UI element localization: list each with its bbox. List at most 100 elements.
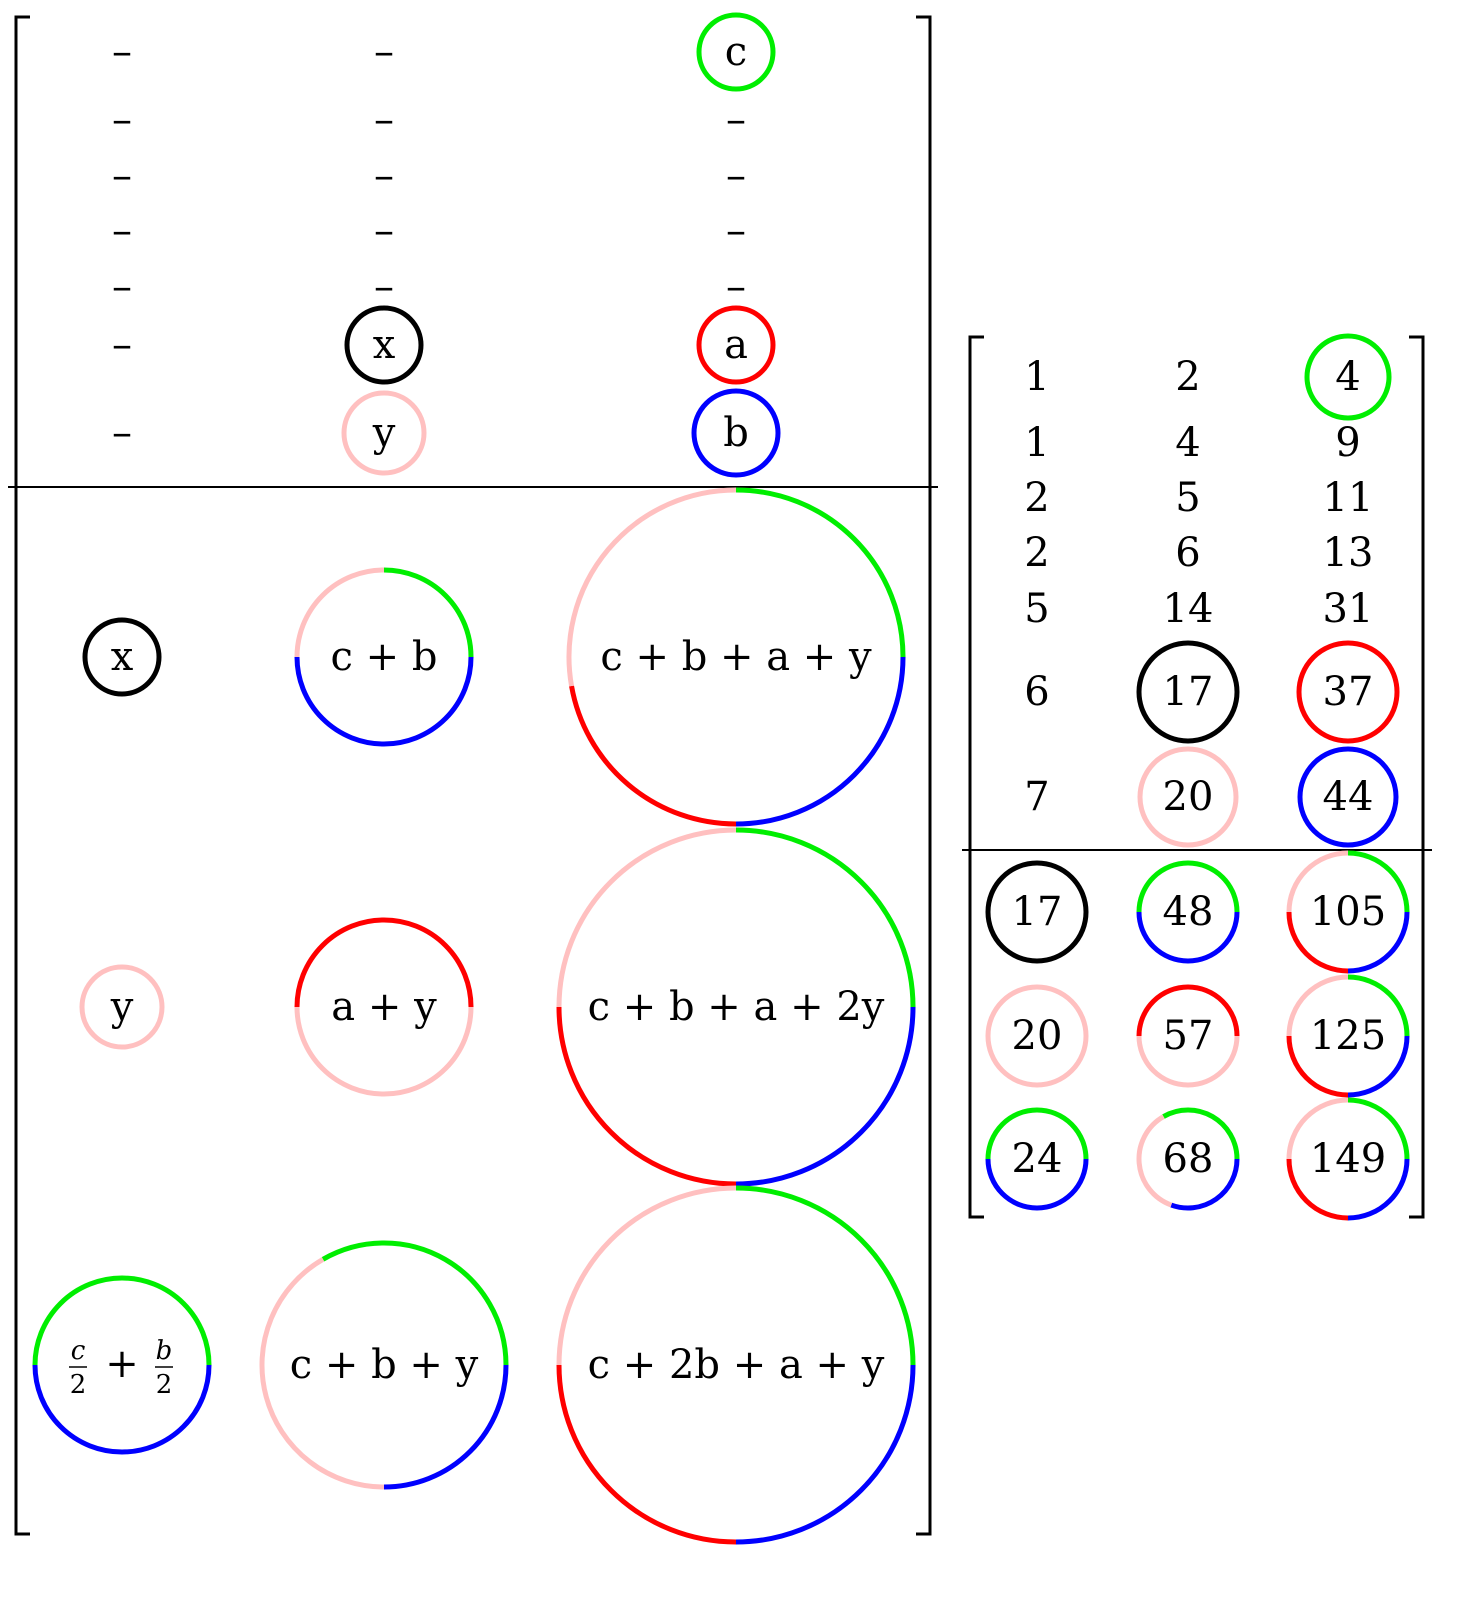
left_matrix-body-cell: c + b + y — [290, 1342, 479, 1388]
ring-arc — [294, 567, 385, 658]
ring-arc — [735, 656, 906, 827]
left_matrix-header-cell: – — [112, 153, 132, 199]
left_matrix-ring-h0-2 — [696, 12, 776, 92]
ring-arc — [383, 567, 474, 658]
ring-arc — [1347, 1035, 1410, 1098]
left_matrix-header-cell: – — [374, 97, 394, 143]
ring-arc — [566, 487, 737, 687]
right_matrix-ring-b0-2 — [1286, 850, 1410, 974]
fraction-numerator: c — [71, 1336, 86, 1366]
right_matrix-right-bracket — [1409, 335, 1425, 1219]
circle-annotations — [32, 12, 1410, 1545]
right_matrix-header-cell: 37 — [1323, 669, 1374, 715]
right_matrix-body-cell: 125 — [1310, 1013, 1386, 1059]
left_matrix-header-cell: – — [112, 322, 132, 368]
right_matrix-header-cell: 1 — [1024, 354, 1049, 400]
right_matrix-body-cell: 24 — [1012, 1136, 1063, 1182]
ring-arc — [383, 1364, 509, 1490]
left_matrix-header-cell: – — [374, 264, 394, 310]
right_matrix-header-cell: 6 — [1175, 530, 1200, 576]
right_matrix-body-cell: 48 — [1163, 889, 1214, 935]
right_matrix-ring-b0-1 — [1136, 860, 1240, 964]
ring-arc — [1286, 1097, 1349, 1160]
left_matrix-header-cell: x — [373, 322, 396, 368]
left_matrix-body-cell: c + b + a + 2y — [588, 984, 885, 1030]
ring-arc — [82, 617, 162, 697]
ring-arc — [341, 390, 427, 476]
matrix-brackets — [14, 15, 1425, 1536]
ring-arc — [985, 1158, 1089, 1211]
left_matrix-header-cell: – — [112, 208, 132, 254]
ring-arc — [735, 487, 906, 658]
right_matrix-header-cell: 7 — [1024, 774, 1049, 820]
ring-arc — [294, 656, 474, 747]
left_matrix-body-cell: c + b — [331, 634, 438, 680]
ring-arc — [1296, 640, 1400, 744]
left_matrix-header-cell: – — [374, 153, 394, 199]
ring-arc — [32, 1364, 212, 1455]
left_matrix-header-cell: – — [112, 97, 132, 143]
ring-arc — [985, 1107, 1038, 1160]
ring-arc — [1136, 860, 1240, 913]
ring-arc — [1137, 746, 1239, 848]
right_matrix-ring-b1-2 — [1286, 974, 1410, 1098]
right_matrix-header-cell: 20 — [1163, 774, 1214, 820]
right_matrix-header-cell: 5 — [1024, 586, 1049, 632]
right_matrix-ring-b2-2 — [1286, 1097, 1410, 1221]
right_matrix-ring-b1-1 — [1136, 984, 1240, 1088]
left_matrix-body-cell: x — [111, 634, 134, 680]
ring-arc — [696, 12, 776, 92]
ring-arc — [1136, 911, 1240, 964]
ring-arc — [1136, 1035, 1240, 1088]
ring-arc — [1297, 746, 1399, 848]
left_matrix-body-cell: a + y — [331, 984, 437, 1030]
ring-arc — [1347, 1158, 1410, 1221]
right_matrix-ring-h5-1 — [1136, 640, 1240, 744]
ring-arc — [691, 388, 781, 478]
left_matrix-body-cell: c + 2b + a + y — [588, 1342, 885, 1388]
left_matrix-header-cell: – — [112, 264, 132, 310]
right_matrix-header-cell: 14 — [1163, 586, 1214, 632]
left_matrix-header-cell: – — [112, 410, 132, 456]
right_matrix-ring-h6-1 — [1137, 746, 1239, 848]
right_matrix-header-cell: 5 — [1175, 475, 1200, 521]
left_matrix-ring-b1-2 — [556, 827, 916, 1187]
right_matrix-header-cell: 44 — [1323, 774, 1374, 820]
right_matrix-header-cell: 13 — [1323, 530, 1374, 576]
left_matrix-left-bracket — [14, 15, 30, 1536]
left_matrix-header-cell: – — [112, 29, 132, 75]
left_matrix-header-cell: – — [374, 208, 394, 254]
right_matrix-ring-b2-1 — [1136, 1107, 1240, 1211]
fraction-numerator: b — [156, 1336, 173, 1366]
ring-arc — [1162, 1107, 1240, 1160]
left_matrix-header-cell: – — [726, 97, 746, 143]
left_matrix-body-cell: c + b + a + y — [600, 634, 872, 680]
left_matrix-header-cell: y — [372, 410, 396, 456]
left_matrix-ring-h5-1 — [344, 305, 424, 385]
right_matrix-body-cell: 149 — [1310, 1136, 1386, 1182]
fraction-denominator: 2 — [156, 1370, 173, 1400]
ring-arc — [1286, 1035, 1349, 1098]
right_matrix-header-cell: 2 — [1024, 475, 1049, 521]
left_matrix-header-cell: – — [726, 208, 746, 254]
right_matrix-ring-b0-0 — [985, 860, 1089, 964]
ring-arc — [1170, 1158, 1240, 1211]
ring-arc — [321, 1240, 509, 1366]
ring-arc — [556, 827, 737, 1008]
right_matrix-header-cell: 11 — [1323, 475, 1374, 521]
left_matrix-ring-h5-2 — [696, 305, 776, 385]
right_matrix-header-cell: 4 — [1175, 420, 1200, 466]
ring-arc — [735, 827, 916, 1008]
left_matrix-header-cell: c — [725, 29, 747, 75]
left_matrix-header-cell: a — [724, 322, 748, 368]
left_matrix-header-cell: b — [723, 410, 749, 456]
right_matrix-ring-h6-2 — [1297, 746, 1399, 848]
right_matrix-ring-h0-2 — [1304, 333, 1392, 421]
right_matrix-body-cell: 20 — [1012, 1013, 1063, 1059]
separator-lines — [8, 486, 1432, 851]
left_matrix-ring-b2-2 — [556, 1185, 916, 1545]
ring-arc — [259, 1257, 385, 1490]
ring-arc — [1286, 1158, 1349, 1221]
ring-arc — [569, 685, 737, 827]
